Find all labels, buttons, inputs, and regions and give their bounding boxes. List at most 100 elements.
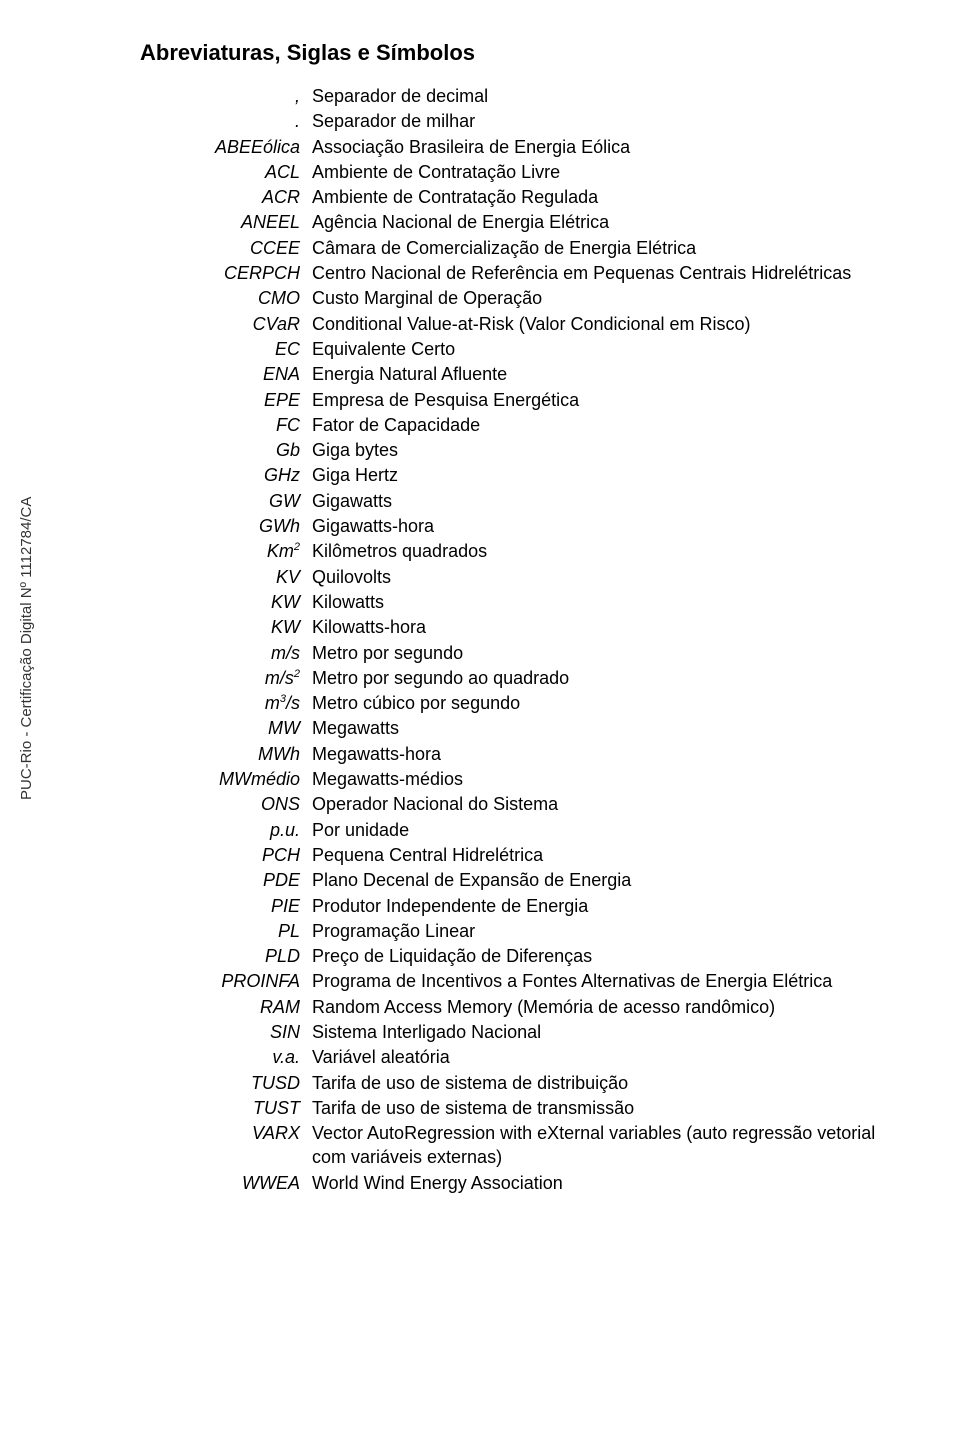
table-row: GbGiga bytes — [140, 438, 910, 463]
desc-cell: Giga bytes — [312, 438, 910, 463]
document-page: PUC-Rio - Certificação Digital Nº 111278… — [0, 0, 960, 1446]
desc-cell: Metro por segundo ao quadrado — [312, 666, 910, 691]
table-row: GHzGiga Hertz — [140, 463, 910, 488]
abbr-cell: Gb — [140, 438, 312, 463]
abbr-cell: KW — [140, 615, 312, 640]
table-row: KWKilowatts — [140, 590, 910, 615]
desc-cell: Plano Decenal de Expansão de Energia — [312, 868, 910, 893]
table-row: VARXVector AutoRegression with eXternal … — [140, 1121, 910, 1171]
abbr-cell: ABEEólica — [140, 135, 312, 160]
abbr-cell: SIN — [140, 1020, 312, 1045]
desc-cell: Conditional Value-at-Risk (Valor Condici… — [312, 312, 910, 337]
table-row: EPEEmpresa de Pesquisa Energética — [140, 388, 910, 413]
table-row: MWmédioMegawatts-médios — [140, 767, 910, 792]
desc-cell: Tarifa de uso de sistema de distribuição — [312, 1071, 910, 1096]
desc-cell: Separador de decimal — [312, 84, 910, 109]
table-row: ECEquivalente Certo — [140, 337, 910, 362]
table-row: PLProgramação Linear — [140, 919, 910, 944]
abbr-cell: Km2 — [140, 539, 312, 564]
table-row: m/s2Metro por segundo ao quadrado — [140, 666, 910, 691]
abbr-cell: GW — [140, 489, 312, 514]
desc-cell: Ambiente de Contratação Regulada — [312, 185, 910, 210]
table-row: WWEAWorld Wind Energy Association — [140, 1171, 910, 1196]
desc-cell: Megawatts — [312, 716, 910, 741]
desc-cell: Metro cúbico por segundo — [312, 691, 910, 716]
desc-cell: Empresa de Pesquisa Energética — [312, 388, 910, 413]
abbr-cell: . — [140, 109, 312, 134]
abbr-cell: ENA — [140, 362, 312, 387]
table-row: p.u.Por unidade — [140, 818, 910, 843]
table-row: .Separador de milhar — [140, 109, 910, 134]
table-row: TUSDTarifa de uso de sistema de distribu… — [140, 1071, 910, 1096]
table-row: TUSTTarifa de uso de sistema de transmis… — [140, 1096, 910, 1121]
page-title: Abreviaturas, Siglas e Símbolos — [140, 40, 910, 66]
desc-cell: Megawatts-médios — [312, 767, 910, 792]
table-row: ACLAmbiente de Contratação Livre — [140, 160, 910, 185]
table-row: ,Separador de decimal — [140, 84, 910, 109]
table-row: CCEECâmara de Comercialização de Energia… — [140, 236, 910, 261]
desc-cell: Metro por segundo — [312, 641, 910, 666]
content-area: Abreviaturas, Siglas e Símbolos ,Separad… — [140, 40, 910, 1196]
desc-cell: Ambiente de Contratação Livre — [312, 160, 910, 185]
abbr-cell: EPE — [140, 388, 312, 413]
desc-cell: Gigawatts — [312, 489, 910, 514]
abbr-cell: CERPCH — [140, 261, 312, 286]
abbr-cell: v.a. — [140, 1045, 312, 1070]
abbr-cell: GWh — [140, 514, 312, 539]
abbr-cell: PDE — [140, 868, 312, 893]
abbreviations-table: ,Separador de decimal.Separador de milha… — [140, 84, 910, 1196]
abbr-cell: GHz — [140, 463, 312, 488]
table-row: PLDPreço de Liquidação de Diferenças — [140, 944, 910, 969]
desc-cell: Custo Marginal de Operação — [312, 286, 910, 311]
abbr-cell: VARX — [140, 1121, 312, 1171]
desc-cell: Vector AutoRegression with eXternal vari… — [312, 1121, 910, 1171]
desc-cell: Kilowatts — [312, 590, 910, 615]
side-certification-text: PUC-Rio - Certificação Digital Nº 111278… — [18, 497, 35, 800]
desc-cell: Kilowatts-hora — [312, 615, 910, 640]
desc-cell: Programação Linear — [312, 919, 910, 944]
abbr-cell: CVaR — [140, 312, 312, 337]
desc-cell: Programa de Incentivos a Fontes Alternat… — [312, 969, 910, 994]
desc-cell: Centro Nacional de Referência em Pequena… — [312, 261, 910, 286]
table-row: PIEProdutor Independente de Energia — [140, 894, 910, 919]
table-row: MWMegawatts — [140, 716, 910, 741]
table-row: m3/sMetro cúbico por segundo — [140, 691, 910, 716]
desc-cell: World Wind Energy Association — [312, 1171, 910, 1196]
desc-cell: Sistema Interligado Nacional — [312, 1020, 910, 1045]
abbr-cell: FC — [140, 413, 312, 438]
desc-cell: Agência Nacional de Energia Elétrica — [312, 210, 910, 235]
abbr-cell: m/s2 — [140, 666, 312, 691]
abbr-cell: TUST — [140, 1096, 312, 1121]
abbr-cell: ONS — [140, 792, 312, 817]
abbr-cell: PROINFA — [140, 969, 312, 994]
table-row: PROINFAPrograma de Incentivos a Fontes A… — [140, 969, 910, 994]
abbr-cell: MWh — [140, 742, 312, 767]
desc-cell: Fator de Capacidade — [312, 413, 910, 438]
abbr-cell: MW — [140, 716, 312, 741]
table-row: ENAEnergia Natural Afluente — [140, 362, 910, 387]
abbr-cell: CCEE — [140, 236, 312, 261]
abbr-cell: ACL — [140, 160, 312, 185]
desc-cell: Câmara de Comercialização de Energia Elé… — [312, 236, 910, 261]
table-row: v.a.Variável aleatória — [140, 1045, 910, 1070]
table-row: GWGigawatts — [140, 489, 910, 514]
table-row: CVaRConditional Value-at-Risk (Valor Con… — [140, 312, 910, 337]
desc-cell: Gigawatts-hora — [312, 514, 910, 539]
table-row: m/sMetro por segundo — [140, 641, 910, 666]
table-row: FCFator de Capacidade — [140, 413, 910, 438]
abbr-cell: PL — [140, 919, 312, 944]
table-row: ACRAmbiente de Contratação Regulada — [140, 185, 910, 210]
abbr-cell: MWmédio — [140, 767, 312, 792]
abbr-cell: CMO — [140, 286, 312, 311]
table-row: CMOCusto Marginal de Operação — [140, 286, 910, 311]
abbr-cell: EC — [140, 337, 312, 362]
desc-cell: Operador Nacional do Sistema — [312, 792, 910, 817]
abbr-cell: KW — [140, 590, 312, 615]
table-row: Km2Kilômetros quadrados — [140, 539, 910, 564]
abbr-cell: RAM — [140, 995, 312, 1020]
table-row: ABEEólicaAssociação Brasileira de Energi… — [140, 135, 910, 160]
abbr-cell: PCH — [140, 843, 312, 868]
table-row: CERPCHCentro Nacional de Referência em P… — [140, 261, 910, 286]
desc-cell: Giga Hertz — [312, 463, 910, 488]
desc-cell: Kilômetros quadrados — [312, 539, 910, 564]
